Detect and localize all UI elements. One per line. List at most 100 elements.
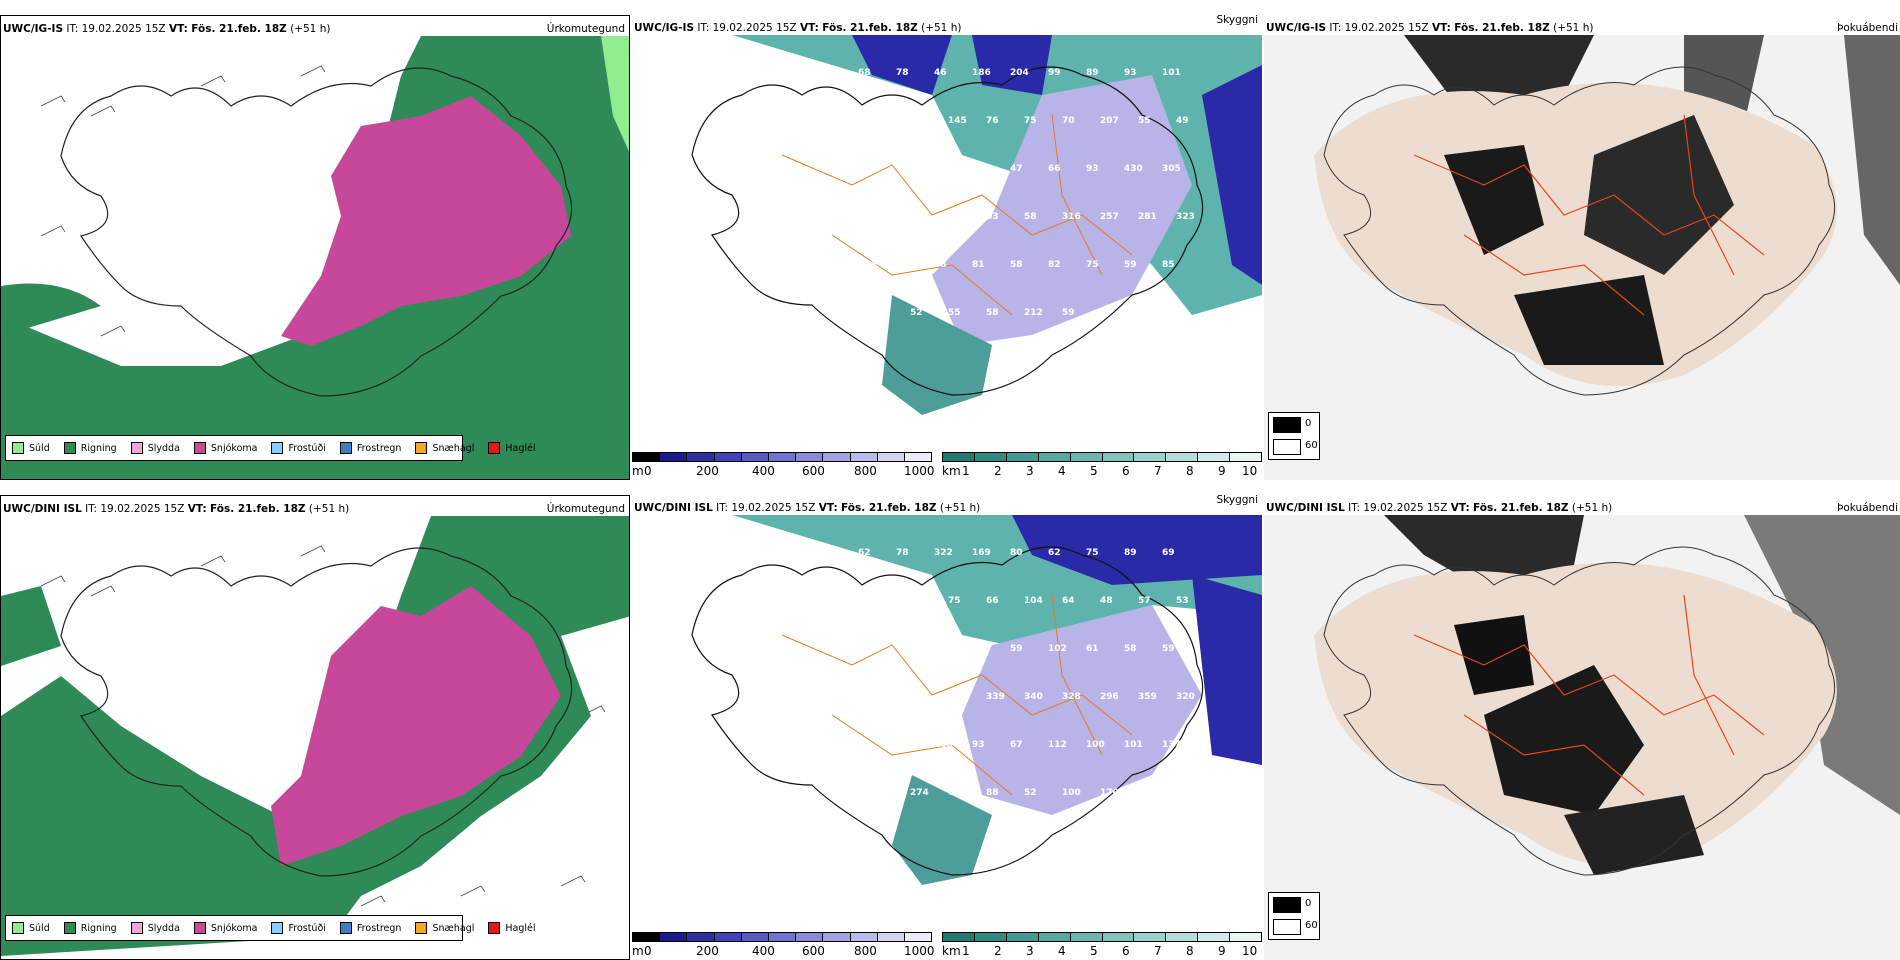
cloud-base-label: 137 bbox=[1162, 740, 1181, 750]
tick: 800 bbox=[854, 944, 877, 958]
legend-label: Snjókoma bbox=[210, 922, 258, 934]
cloud-base-label: 48 bbox=[1100, 596, 1113, 606]
fog-map bbox=[1264, 515, 1900, 960]
cloud-base-label: 60 bbox=[796, 596, 809, 606]
legend-item-rigning: Rigning bbox=[63, 442, 117, 454]
fog-map bbox=[1264, 35, 1900, 480]
cloud-base-label: 339 bbox=[986, 692, 1005, 702]
cloud-base-label: 58 bbox=[948, 212, 961, 222]
legend-label: Slydda bbox=[147, 442, 180, 454]
cloud-base-label: 46 bbox=[934, 68, 947, 78]
precip-map bbox=[1, 36, 629, 479]
vt-label: VT: bbox=[818, 502, 838, 514]
legend-label: Frostregn bbox=[356, 922, 402, 934]
precip-map bbox=[1, 516, 629, 956]
model-name: UWC/IG-IS bbox=[3, 23, 64, 35]
tick: 400 bbox=[752, 464, 775, 478]
cloud-base-label: 68 bbox=[934, 260, 947, 270]
cloud-base-label: 321 bbox=[872, 212, 891, 222]
cloud-base-label: 145 bbox=[948, 116, 967, 126]
cloud-base-label: 59 bbox=[834, 596, 847, 606]
cloud-base-label: 305 bbox=[820, 260, 839, 270]
cloud-base-label: 316 bbox=[1062, 212, 1081, 222]
cloud-base-label: 63 bbox=[896, 164, 909, 174]
it-label: IT: bbox=[697, 22, 710, 34]
cloud-base-label: 296 bbox=[1100, 692, 1119, 702]
panel-header: UWC/IG-IS IT: 19.02.2025 15Z VT: Fös. 21… bbox=[632, 15, 1262, 41]
cloud-base-label: 206 bbox=[934, 740, 953, 750]
product-name: Þokuábendi bbox=[1837, 22, 1898, 34]
tick: 5 bbox=[1090, 464, 1098, 478]
cloud-base-label: 62 bbox=[858, 548, 871, 558]
cloud-base-label: 47 bbox=[1010, 164, 1023, 174]
cloud-base-label: 304 bbox=[782, 260, 801, 270]
cloud-base-label: 49 bbox=[1176, 116, 1189, 126]
cloud-base-label: 80 bbox=[1010, 548, 1023, 558]
cloud-base-label: 546 bbox=[796, 308, 815, 318]
cloud-base-label: 358 bbox=[834, 308, 853, 318]
cloud-base-label: 67 bbox=[1010, 740, 1023, 750]
init-time: 19.02.2025 15Z bbox=[731, 502, 816, 514]
cloud-base-label: 63 bbox=[782, 164, 795, 174]
cloud-base-label: 68 bbox=[858, 68, 871, 78]
cloud-base-label: 296 bbox=[796, 788, 815, 798]
model-name: UWC/DINI ISL bbox=[634, 502, 713, 514]
tick: 1000 bbox=[904, 464, 935, 478]
vis-unit: km bbox=[942, 944, 961, 958]
cloud-base-label: 192 bbox=[834, 788, 853, 798]
tick: 10 bbox=[1242, 464, 1258, 478]
cloud-base-label: 61 bbox=[872, 116, 885, 126]
panel-header: UWC/DINI ISL IT: 19.02.2025 15Z VT: Fös.… bbox=[1264, 495, 1900, 521]
cloud-base-label: 30 bbox=[782, 836, 795, 846]
cloud-base-label: 340 bbox=[1024, 692, 1043, 702]
cloud-base-label: 89 bbox=[820, 68, 833, 78]
cloud-base-label: 102 bbox=[1048, 644, 1067, 654]
valid-time: Fös. 21.feb. 18Z bbox=[191, 23, 287, 35]
cloud-base-label: 290 bbox=[910, 692, 929, 702]
valid-time: Fös. 21.feb. 18Z bbox=[1473, 502, 1569, 514]
cloud-base-label: 170 bbox=[1100, 788, 1119, 798]
tick: 5 bbox=[1090, 944, 1098, 958]
tick: 10 bbox=[1242, 944, 1258, 958]
product-name: Skyggni bbox=[1216, 495, 1259, 506]
cloud-base-label: 69 bbox=[1162, 548, 1175, 558]
cloud-base-label: 89 bbox=[834, 692, 847, 702]
tick: 1 bbox=[962, 944, 970, 958]
cloud-base-label: 73 bbox=[782, 644, 795, 654]
tick: 8 bbox=[1186, 464, 1194, 478]
tick: 6 bbox=[1122, 464, 1130, 478]
legend-item-snaehagl: Snæhagl bbox=[415, 442, 474, 454]
tick: 200 bbox=[696, 944, 719, 958]
legend-label: Frostregn bbox=[356, 442, 402, 454]
tick: 2 bbox=[994, 464, 1002, 478]
product-name: Skyggni bbox=[1216, 15, 1259, 26]
cloud-base-label: 104 bbox=[1024, 596, 1043, 606]
cloud-base-label: 62 bbox=[1048, 548, 1061, 558]
tick: 9 bbox=[1218, 944, 1226, 958]
cloud-base-label: 81 bbox=[972, 260, 985, 270]
valid-time: Fös. 21.feb. 18Z bbox=[822, 22, 918, 34]
cloud-base-label: 93 bbox=[972, 740, 985, 750]
cloud-base-label: 145 bbox=[820, 164, 839, 174]
cloud-base-label: 93 bbox=[1086, 164, 1099, 174]
cloud-base-label: 234 bbox=[872, 692, 891, 702]
cloud-base-label: 58 bbox=[1024, 212, 1037, 222]
cloud-base-label: 87 bbox=[972, 164, 985, 174]
cloud-base-label: 75 bbox=[1024, 116, 1037, 126]
cloud-base-label: 278 bbox=[858, 644, 877, 654]
vis-unit: km bbox=[942, 464, 961, 478]
tick: 6 bbox=[1122, 944, 1130, 958]
cloud-base-label: 75 bbox=[1086, 548, 1099, 558]
it-label: IT: bbox=[1329, 22, 1342, 34]
tick: 800 bbox=[854, 464, 877, 478]
legend-item-frostudi: Frostúði bbox=[271, 922, 326, 934]
legend-label: Haglél bbox=[505, 922, 536, 934]
cloud-base-label: 66 bbox=[1048, 164, 1061, 174]
legend-label: Haglél bbox=[505, 442, 536, 454]
legend-label: Snjókoma bbox=[210, 442, 258, 454]
legend-item-slydda: Slydda bbox=[130, 442, 180, 454]
tick: 600 bbox=[802, 464, 825, 478]
cloud-base-labels: 68 89 68 78 46 186 204 99 89 93 101 51 68 61 64 145 76 75… bbox=[782, 68, 1195, 318]
cloud-base-label: 95 bbox=[858, 740, 871, 750]
init-time: 19.02.2025 15Z bbox=[1363, 502, 1448, 514]
